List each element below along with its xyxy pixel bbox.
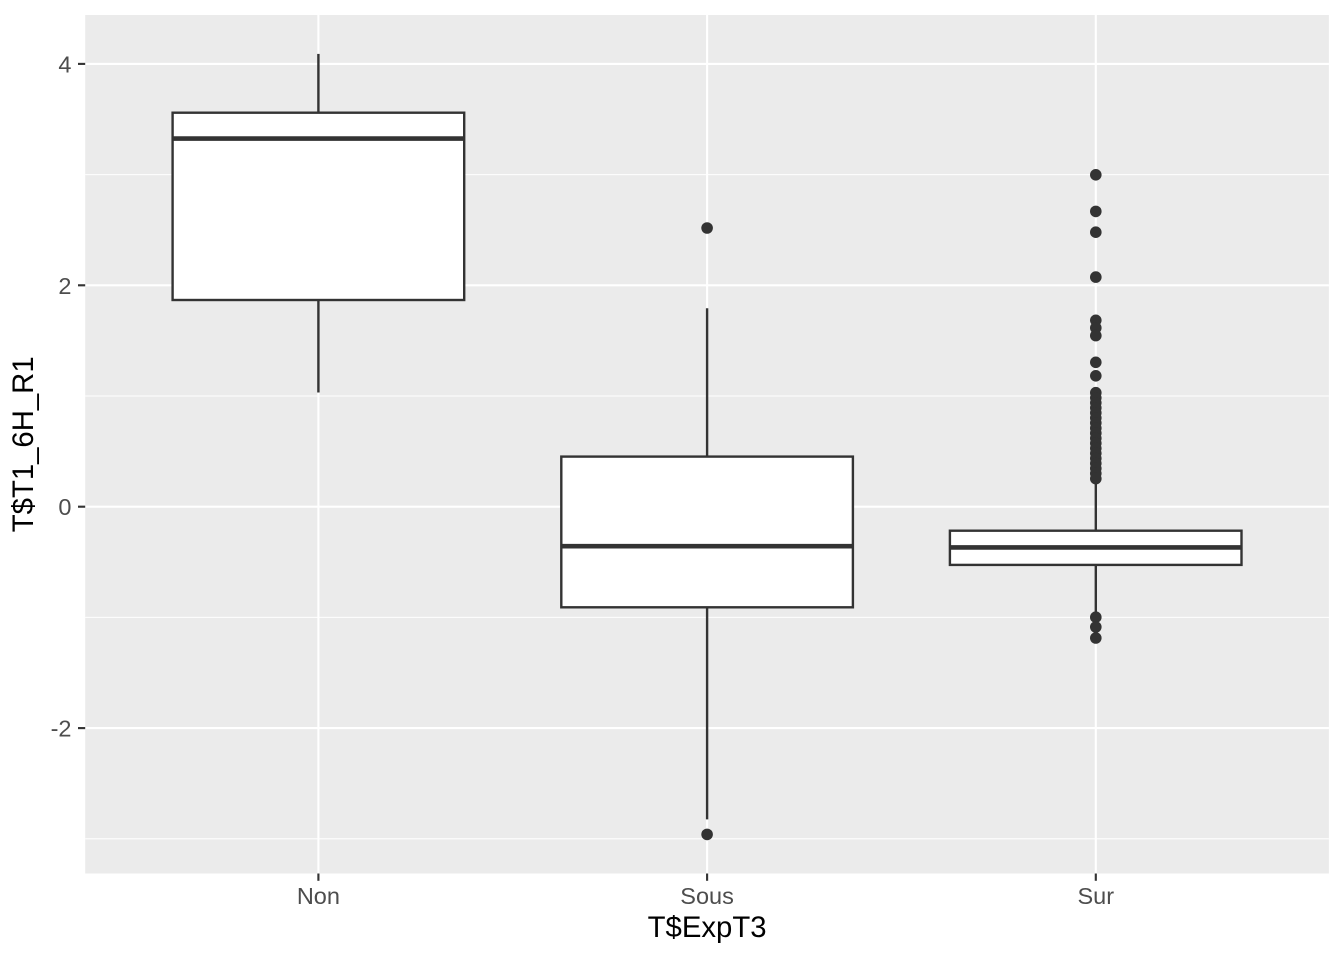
svg-text:Sur: Sur <box>1078 883 1115 909</box>
svg-text:T$T1_6H_R1: T$T1_6H_R1 <box>7 356 40 532</box>
svg-text:0: 0 <box>58 494 71 520</box>
svg-text:-2: -2 <box>51 716 72 742</box>
svg-text:Non: Non <box>297 883 340 909</box>
svg-text:Sous: Sous <box>680 883 734 909</box>
svg-text:4: 4 <box>58 51 71 77</box>
svg-text:2: 2 <box>58 273 71 299</box>
svg-text:T$ExpT3: T$ExpT3 <box>648 911 767 944</box>
